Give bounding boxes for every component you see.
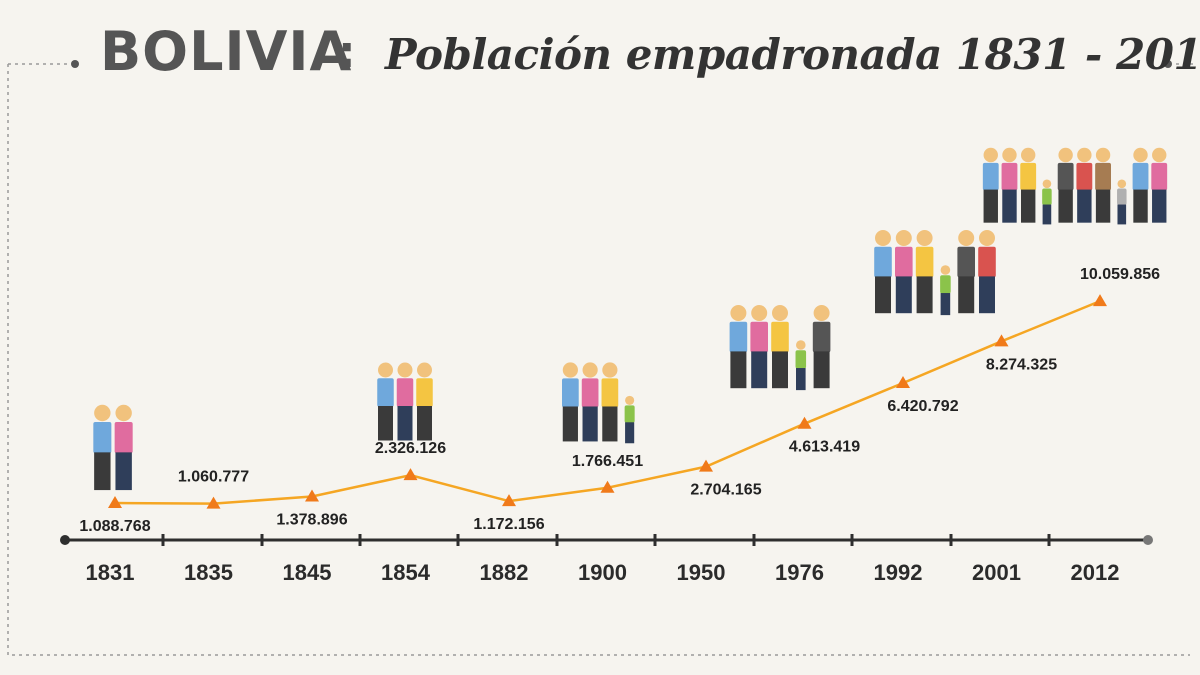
family-illustration-2012 — [982, 147, 1168, 225]
x-tick-label-1992: 1992 — [874, 560, 923, 585]
chart-title-colon: : — [338, 27, 356, 78]
data-label-2012: 10.059.856 — [1080, 266, 1160, 283]
data-label-1992: 6.420.792 — [887, 398, 958, 415]
data-point-1845 — [305, 489, 319, 502]
data-label-1845: 1.378.896 — [276, 511, 347, 528]
data-point-1882 — [502, 494, 516, 507]
x-axis-end-dot — [1143, 535, 1153, 545]
x-tick-label-1950: 1950 — [677, 560, 726, 585]
chart-title-main: BOLIVIA — [100, 20, 353, 83]
x-tick-label-1976: 1976 — [775, 560, 824, 585]
x-tick-label-1882: 1882 — [480, 560, 529, 585]
x-tick-label-1854: 1854 — [381, 560, 431, 585]
data-point-1900 — [600, 480, 615, 493]
x-tick-label-2012: 2012 — [1071, 560, 1120, 585]
data-label-1882: 1.172.156 — [473, 516, 544, 533]
data-point-1976 — [797, 416, 812, 429]
x-tick-label-1900: 1900 — [578, 560, 627, 585]
x-tick-label-2001: 2001 — [972, 560, 1021, 585]
x-tick-label-1831: 1831 — [86, 560, 135, 585]
x-axis-start-dot — [60, 535, 70, 545]
family-illustration-1976 — [729, 305, 831, 391]
x-tick-label-1845: 1845 — [283, 560, 332, 585]
data-label-1854: 2.326.126 — [375, 440, 446, 457]
data-point-1854 — [403, 468, 418, 481]
data-label-1835: 1.060.777 — [178, 469, 249, 486]
data-point-2001 — [994, 334, 1009, 347]
data-label-1831: 1.088.768 — [79, 518, 150, 535]
data-label-2001: 8.274.325 — [986, 356, 1057, 373]
family-illustration-1900 — [562, 362, 635, 444]
data-label-1976: 4.613.419 — [789, 439, 860, 456]
family-illustration-1854 — [377, 362, 433, 441]
data-point-1950 — [699, 459, 713, 472]
data-point-1835 — [206, 496, 221, 509]
data-label-1950: 2.704.165 — [690, 482, 761, 499]
data-point-1831 — [108, 496, 122, 509]
data-point-1992 — [896, 376, 910, 389]
family-illustration-1992 — [874, 230, 996, 316]
data-point-2012 — [1093, 294, 1107, 307]
data-label-1900: 1.766.451 — [572, 453, 643, 470]
chart-subtitle: Población empadronada 1831 - 2012 — [385, 30, 1200, 79]
family-illustration-1831 — [93, 404, 133, 491]
x-tick-label-1835: 1835 — [184, 560, 233, 585]
